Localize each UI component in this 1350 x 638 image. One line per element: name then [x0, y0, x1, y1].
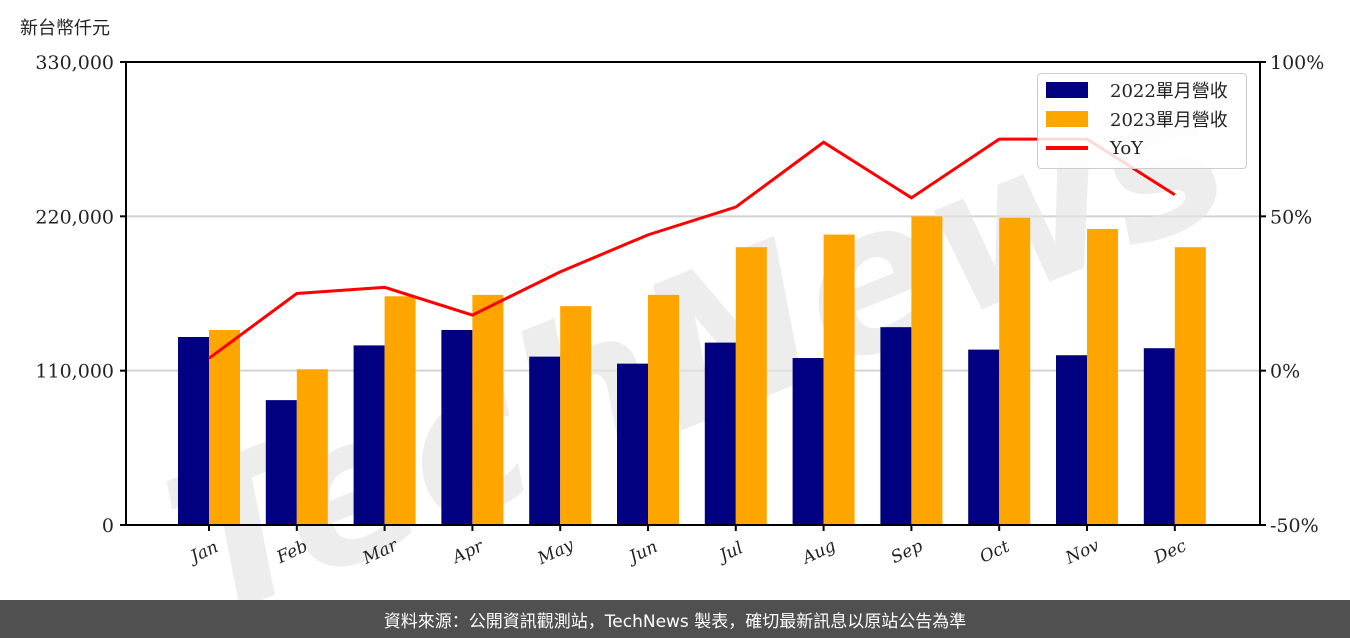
y-tick-label: 330,000 [35, 52, 114, 74]
x-tick-label: Dec [1150, 536, 1190, 569]
legend-item-yoy: YoY [1046, 136, 1143, 160]
bar-2023-mar [384, 296, 416, 525]
x-tick-label: May [534, 535, 577, 569]
bar-2023-may [560, 306, 592, 525]
source-footer: 資料來源：公開資訊觀測站，TechNews 製表，確切最新訊息以原站公告為準 [0, 600, 1350, 638]
chart-legend: 2022單月營收 2023單月營收 YoY [1037, 73, 1247, 169]
bar-2023-sep [911, 216, 943, 526]
bar-2023-nov [1087, 228, 1118, 525]
y-tick-label: 220,000 [35, 206, 114, 228]
bar-2022-aug [792, 358, 824, 525]
bar-2022-jul [704, 342, 736, 525]
bar-2022-mar [353, 345, 385, 525]
legend-item-2022: 2022單月營收 [1046, 78, 1228, 102]
y2-tick-label: 0% [1270, 361, 1300, 383]
bar-2022-jan [178, 336, 209, 525]
y-tick-label: 0 [102, 515, 114, 537]
legend-label-2022: 2022單月營收 [1110, 81, 1228, 102]
x-tick-label: Oct [977, 537, 1013, 568]
x-tick-label: Jul [714, 538, 746, 567]
legend-line-yoy [1046, 146, 1088, 150]
x-tick-label: Nov [1062, 536, 1103, 569]
legend-item-2023: 2023單月營收 [1046, 107, 1228, 131]
x-tick-label: Aug [798, 536, 839, 569]
x-tick-label: Jun [624, 537, 661, 569]
legend-label-yoy: YoY [1110, 137, 1144, 159]
y-tick-label: 110,000 [35, 361, 114, 383]
bar-2022-sep [880, 327, 912, 525]
bar-2023-jun [648, 294, 679, 525]
y2-tick-label: -50% [1270, 515, 1319, 537]
bar-2023-feb [296, 369, 328, 525]
bar-2023-aug [823, 234, 855, 525]
bar-2023-jan [209, 329, 240, 525]
y-axis-unit-label: 新台幣仟元 [20, 18, 110, 39]
legend-swatch-2023 [1046, 111, 1088, 127]
bar-2022-dec [1143, 348, 1175, 525]
bar-2022-apr [441, 329, 473, 525]
y2-tick-label: 100% [1270, 52, 1324, 74]
bar-2022-nov [1056, 355, 1087, 525]
yoy-line [208, 137, 1176, 360]
legend-label-2023: 2023單月營收 [1110, 110, 1228, 131]
legend-swatch-2022 [1046, 82, 1088, 98]
y2-tick-label: 50% [1270, 206, 1312, 228]
bar-2023-oct [999, 217, 1031, 525]
bar-2023-dec [1174, 247, 1206, 525]
bar-2023-jul [735, 247, 767, 525]
bar-2022-jun [617, 363, 648, 525]
bar-2022-feb [265, 400, 297, 525]
bar-2023-apr [472, 294, 504, 525]
bar-2022-oct [968, 349, 1000, 525]
bar-2022-may [529, 356, 561, 525]
x-tick-label: Sep [888, 536, 926, 568]
